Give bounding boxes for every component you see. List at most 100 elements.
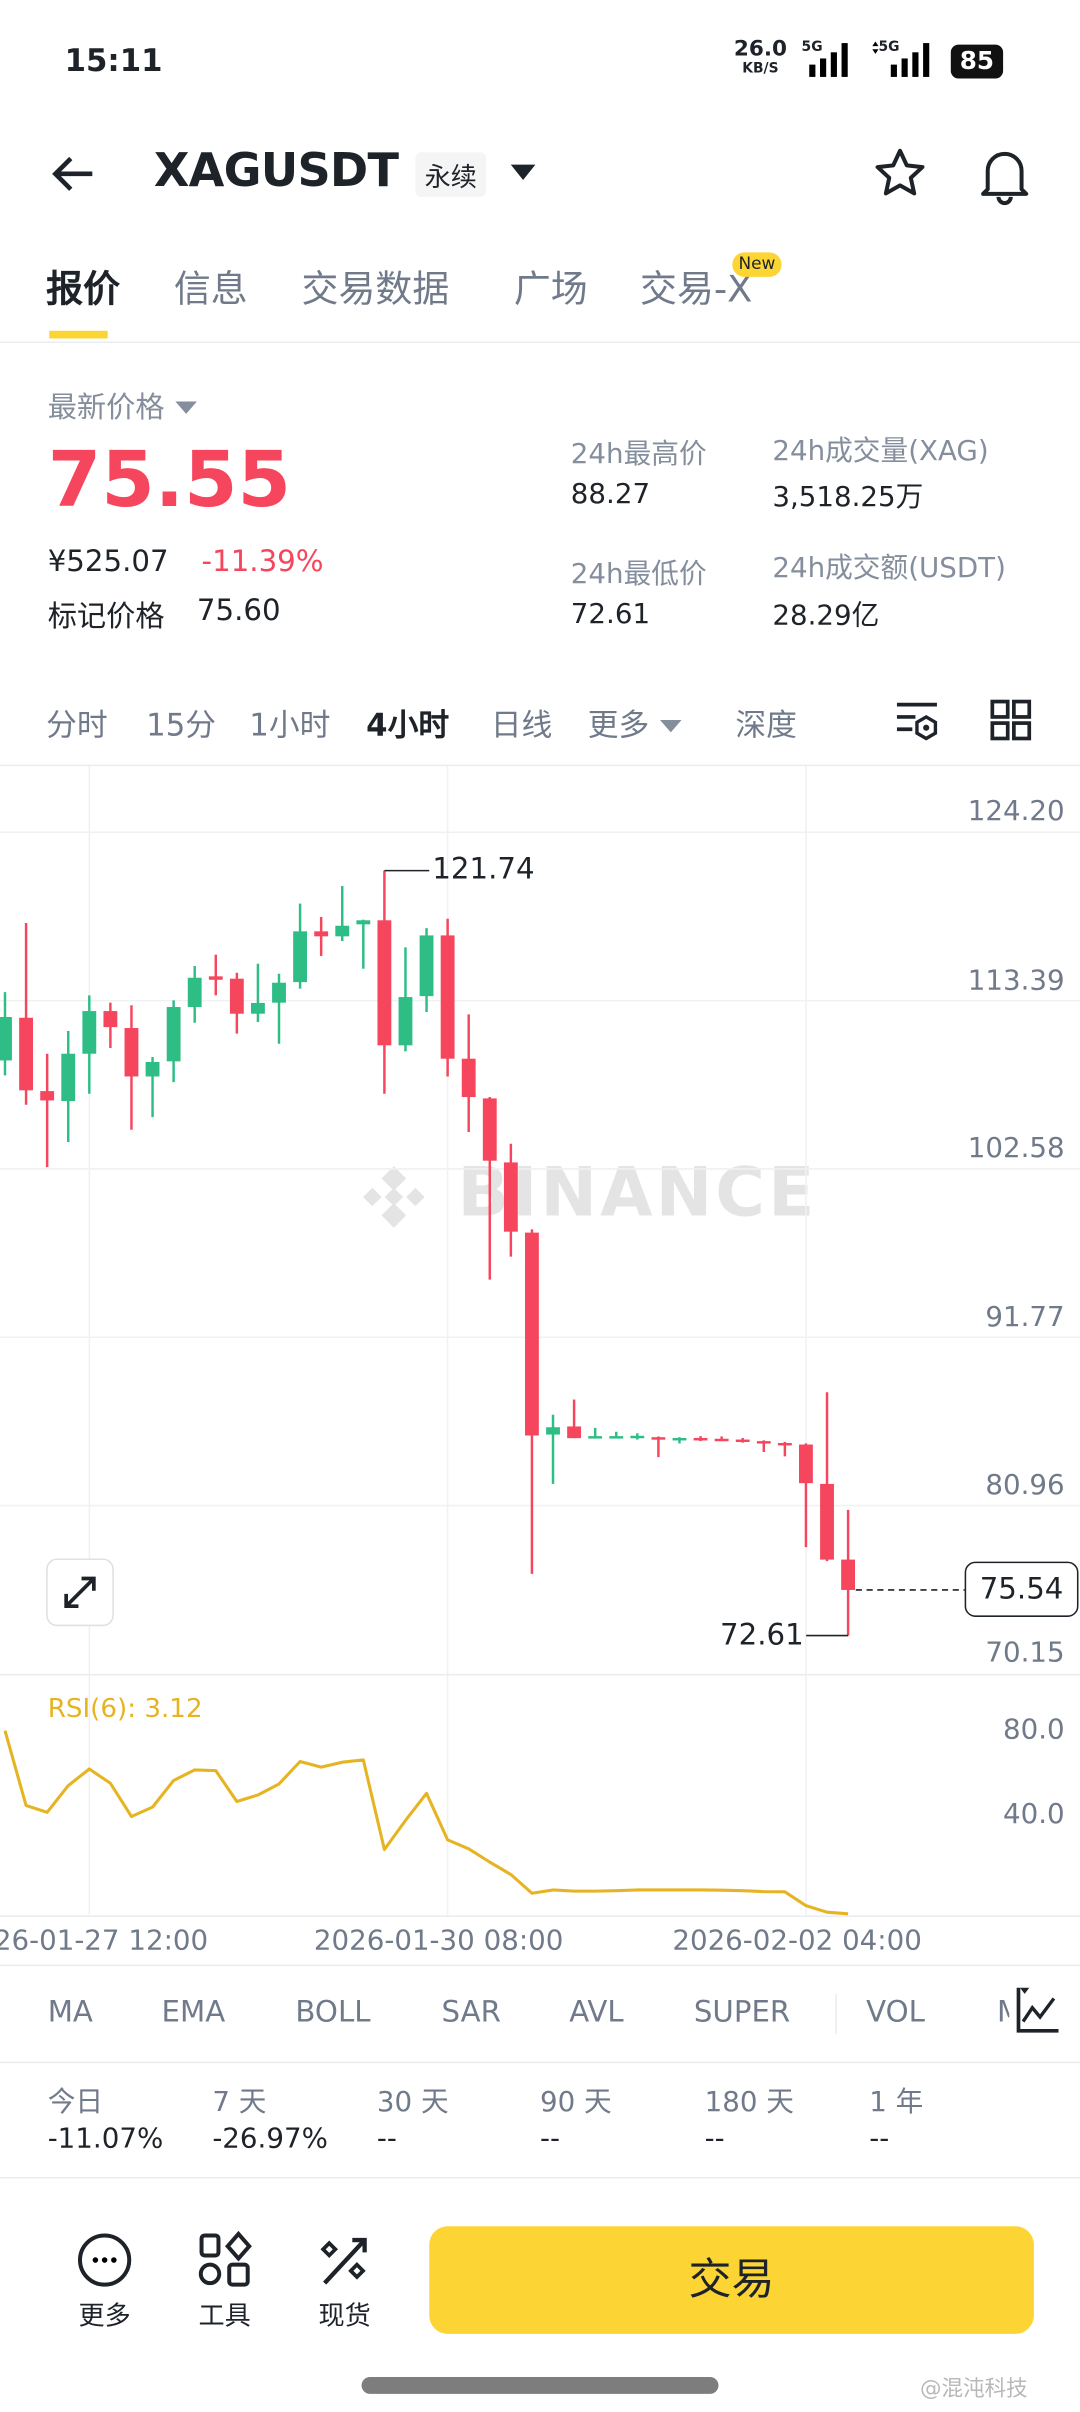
tab-info[interactable]: 信息	[173, 267, 248, 311]
change-percent: -11.39%	[201, 544, 324, 579]
layout-button[interactable]	[989, 698, 1032, 747]
indicator-settings-button[interactable]	[1009, 1984, 1080, 2047]
trade-button[interactable]: 交易	[429, 2226, 1034, 2334]
tab-trading-data[interactable]: 交易数据	[301, 267, 450, 311]
interval-more[interactable]: 更多	[588, 700, 684, 745]
tab-square[interactable]: 广场	[513, 267, 588, 311]
candle-body	[208, 976, 223, 980]
perf-1y-value: --	[869, 2123, 890, 2156]
sim1-label: 5G	[801, 40, 823, 56]
candle-body	[103, 1011, 118, 1028]
perf-90d-label: 90 天	[540, 2086, 612, 2119]
grid-layout-icon	[990, 699, 1032, 741]
symbol-title[interactable]: XAGUSDT	[153, 144, 399, 199]
chart-settings-button[interactable]	[894, 698, 940, 747]
interval-depth[interactable]: 深度	[735, 706, 797, 744]
interval-4h[interactable]: 4小时	[366, 706, 450, 744]
y-tick-label: 124.20	[967, 795, 1065, 828]
high-24h-label: 24h最高价	[570, 438, 707, 471]
tab-trade-x[interactable]: 交易-X	[640, 267, 753, 311]
cny-price: ¥525.07	[47, 544, 169, 579]
divider	[0, 764, 1080, 767]
rsi-tick-label: 80.0	[1002, 1713, 1065, 1747]
last-price-label[interactable]: 最新价格	[48, 385, 199, 427]
indicator-ema[interactable]: EMA	[161, 1995, 226, 2030]
y-tick-label: 80.96	[985, 1469, 1065, 1502]
candle-body	[314, 931, 329, 937]
fullscreen-button[interactable]	[46, 1558, 114, 1627]
candle-body	[419, 935, 434, 997]
candle-body	[440, 935, 455, 1059]
candle-body	[735, 1439, 750, 1443]
more-label: 更多	[78, 2301, 131, 2333]
perf-today-value: -11.07%	[47, 2123, 164, 2156]
low-marker-label: 72.61	[720, 1618, 804, 1653]
interval-1h[interactable]: 1小时	[249, 706, 331, 744]
low-24h-value: 72.61	[570, 598, 651, 631]
perf-30d-label: 30 天	[376, 2086, 449, 2119]
back-button[interactable]	[46, 146, 101, 201]
spot-button[interactable]	[298, 2231, 390, 2339]
home-indicator[interactable]	[361, 2376, 719, 2394]
net-speed-value: 26.0	[733, 36, 788, 62]
candle-body	[40, 1091, 55, 1101]
candle-body	[546, 1427, 560, 1435]
current-price-tag: 75.54	[964, 1561, 1079, 1617]
high-marker-label: 121.74	[432, 852, 535, 887]
volume-24h-label: 24h成交量(XAG)	[772, 435, 989, 468]
perf-180d-value: --	[704, 2123, 725, 2156]
sim2-label: 5G	[878, 40, 900, 56]
perf-90d-value: --	[540, 2123, 561, 2156]
last-price: 75.55	[47, 435, 292, 525]
amount-24h-value: 28.29亿	[772, 600, 880, 633]
candle-body	[714, 1438, 729, 1442]
interval-1d[interactable]: 日线	[490, 706, 553, 744]
interval-15m[interactable]: 15分	[146, 706, 217, 744]
rsi-tick-label: 40.0	[1002, 1798, 1065, 1831]
binance-logo-icon	[363, 1166, 425, 1228]
contract-type-badge: 永续	[415, 152, 487, 197]
divider	[0, 2176, 1080, 2179]
indicator-super[interactable]: SUPER	[693, 1995, 791, 2030]
indicator-sar[interactable]: SAR	[441, 1995, 501, 2030]
indicator-boll[interactable]: BOLL	[295, 1995, 371, 2030]
tools-label: 工具	[198, 2301, 251, 2333]
more-button[interactable]	[58, 2231, 150, 2339]
tools-icon	[198, 2230, 252, 2287]
interval-more-label: 更多	[587, 706, 650, 744]
candle-body	[672, 1437, 687, 1441]
candle-body	[61, 1053, 76, 1102]
x-tick-label: 2026-01-30 08:00	[313, 1924, 564, 1957]
spot-label: 现货	[318, 2301, 371, 2333]
candlestick-chart[interactable]	[0, 0, 1080, 1969]
favorite-button[interactable]	[871, 145, 929, 210]
indicator-vol[interactable]: VOL	[866, 1995, 925, 2030]
candle-body	[145, 1061, 160, 1077]
candle-body	[124, 1028, 139, 1077]
indicator-ma[interactable]: MA	[47, 1995, 93, 2030]
candle-body	[187, 977, 202, 1008]
back-arrow-icon	[52, 156, 93, 191]
spot-swap-icon	[320, 2237, 367, 2285]
tab-quote[interactable]: 报价	[46, 267, 121, 311]
perf-7d-label: 7 天	[212, 2086, 267, 2119]
divider	[0, 341, 1080, 344]
caret-down-icon	[660, 720, 683, 733]
divider	[0, 1915, 1080, 1917]
y-tick-label: 70.15	[985, 1636, 1065, 1670]
perf-7d-value: -26.97%	[212, 2123, 328, 2156]
symbol-switch-button[interactable]	[508, 160, 539, 189]
net-speed: 26.0 KB/S	[733, 36, 788, 80]
net-speed-unit: KB/S	[742, 61, 779, 77]
alert-button[interactable]	[975, 145, 1033, 213]
x-tick-label: 2026-02-02 04:00	[672, 1924, 922, 1957]
tools-button[interactable]	[178, 2230, 270, 2339]
chart-settings-icon	[896, 702, 938, 741]
indicator-avl[interactable]: AVL	[569, 1995, 624, 2030]
interval-time[interactable]: 分时	[46, 706, 108, 744]
perf-1y-label: 1 年	[869, 2086, 924, 2119]
perf-today-label: 今日	[47, 2086, 104, 2119]
x-tick-label: 26-01-27 12:00	[0, 1924, 209, 1957]
perf-180d-label: 180 天	[704, 2086, 794, 2119]
